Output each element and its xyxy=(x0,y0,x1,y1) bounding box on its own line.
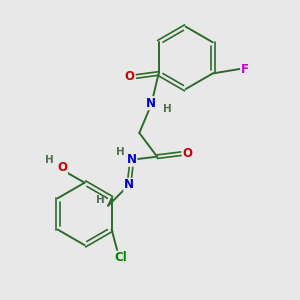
Text: N: N xyxy=(146,97,156,110)
Text: N: N xyxy=(127,153,137,166)
Text: H: H xyxy=(163,104,172,114)
Text: O: O xyxy=(125,70,135,83)
Text: N: N xyxy=(124,178,134,191)
Text: Cl: Cl xyxy=(114,251,127,264)
Text: H: H xyxy=(116,147,124,157)
Text: F: F xyxy=(241,62,249,76)
Text: H: H xyxy=(96,195,105,205)
Text: O: O xyxy=(57,161,67,174)
Text: H: H xyxy=(45,155,53,165)
Text: O: O xyxy=(182,147,193,160)
